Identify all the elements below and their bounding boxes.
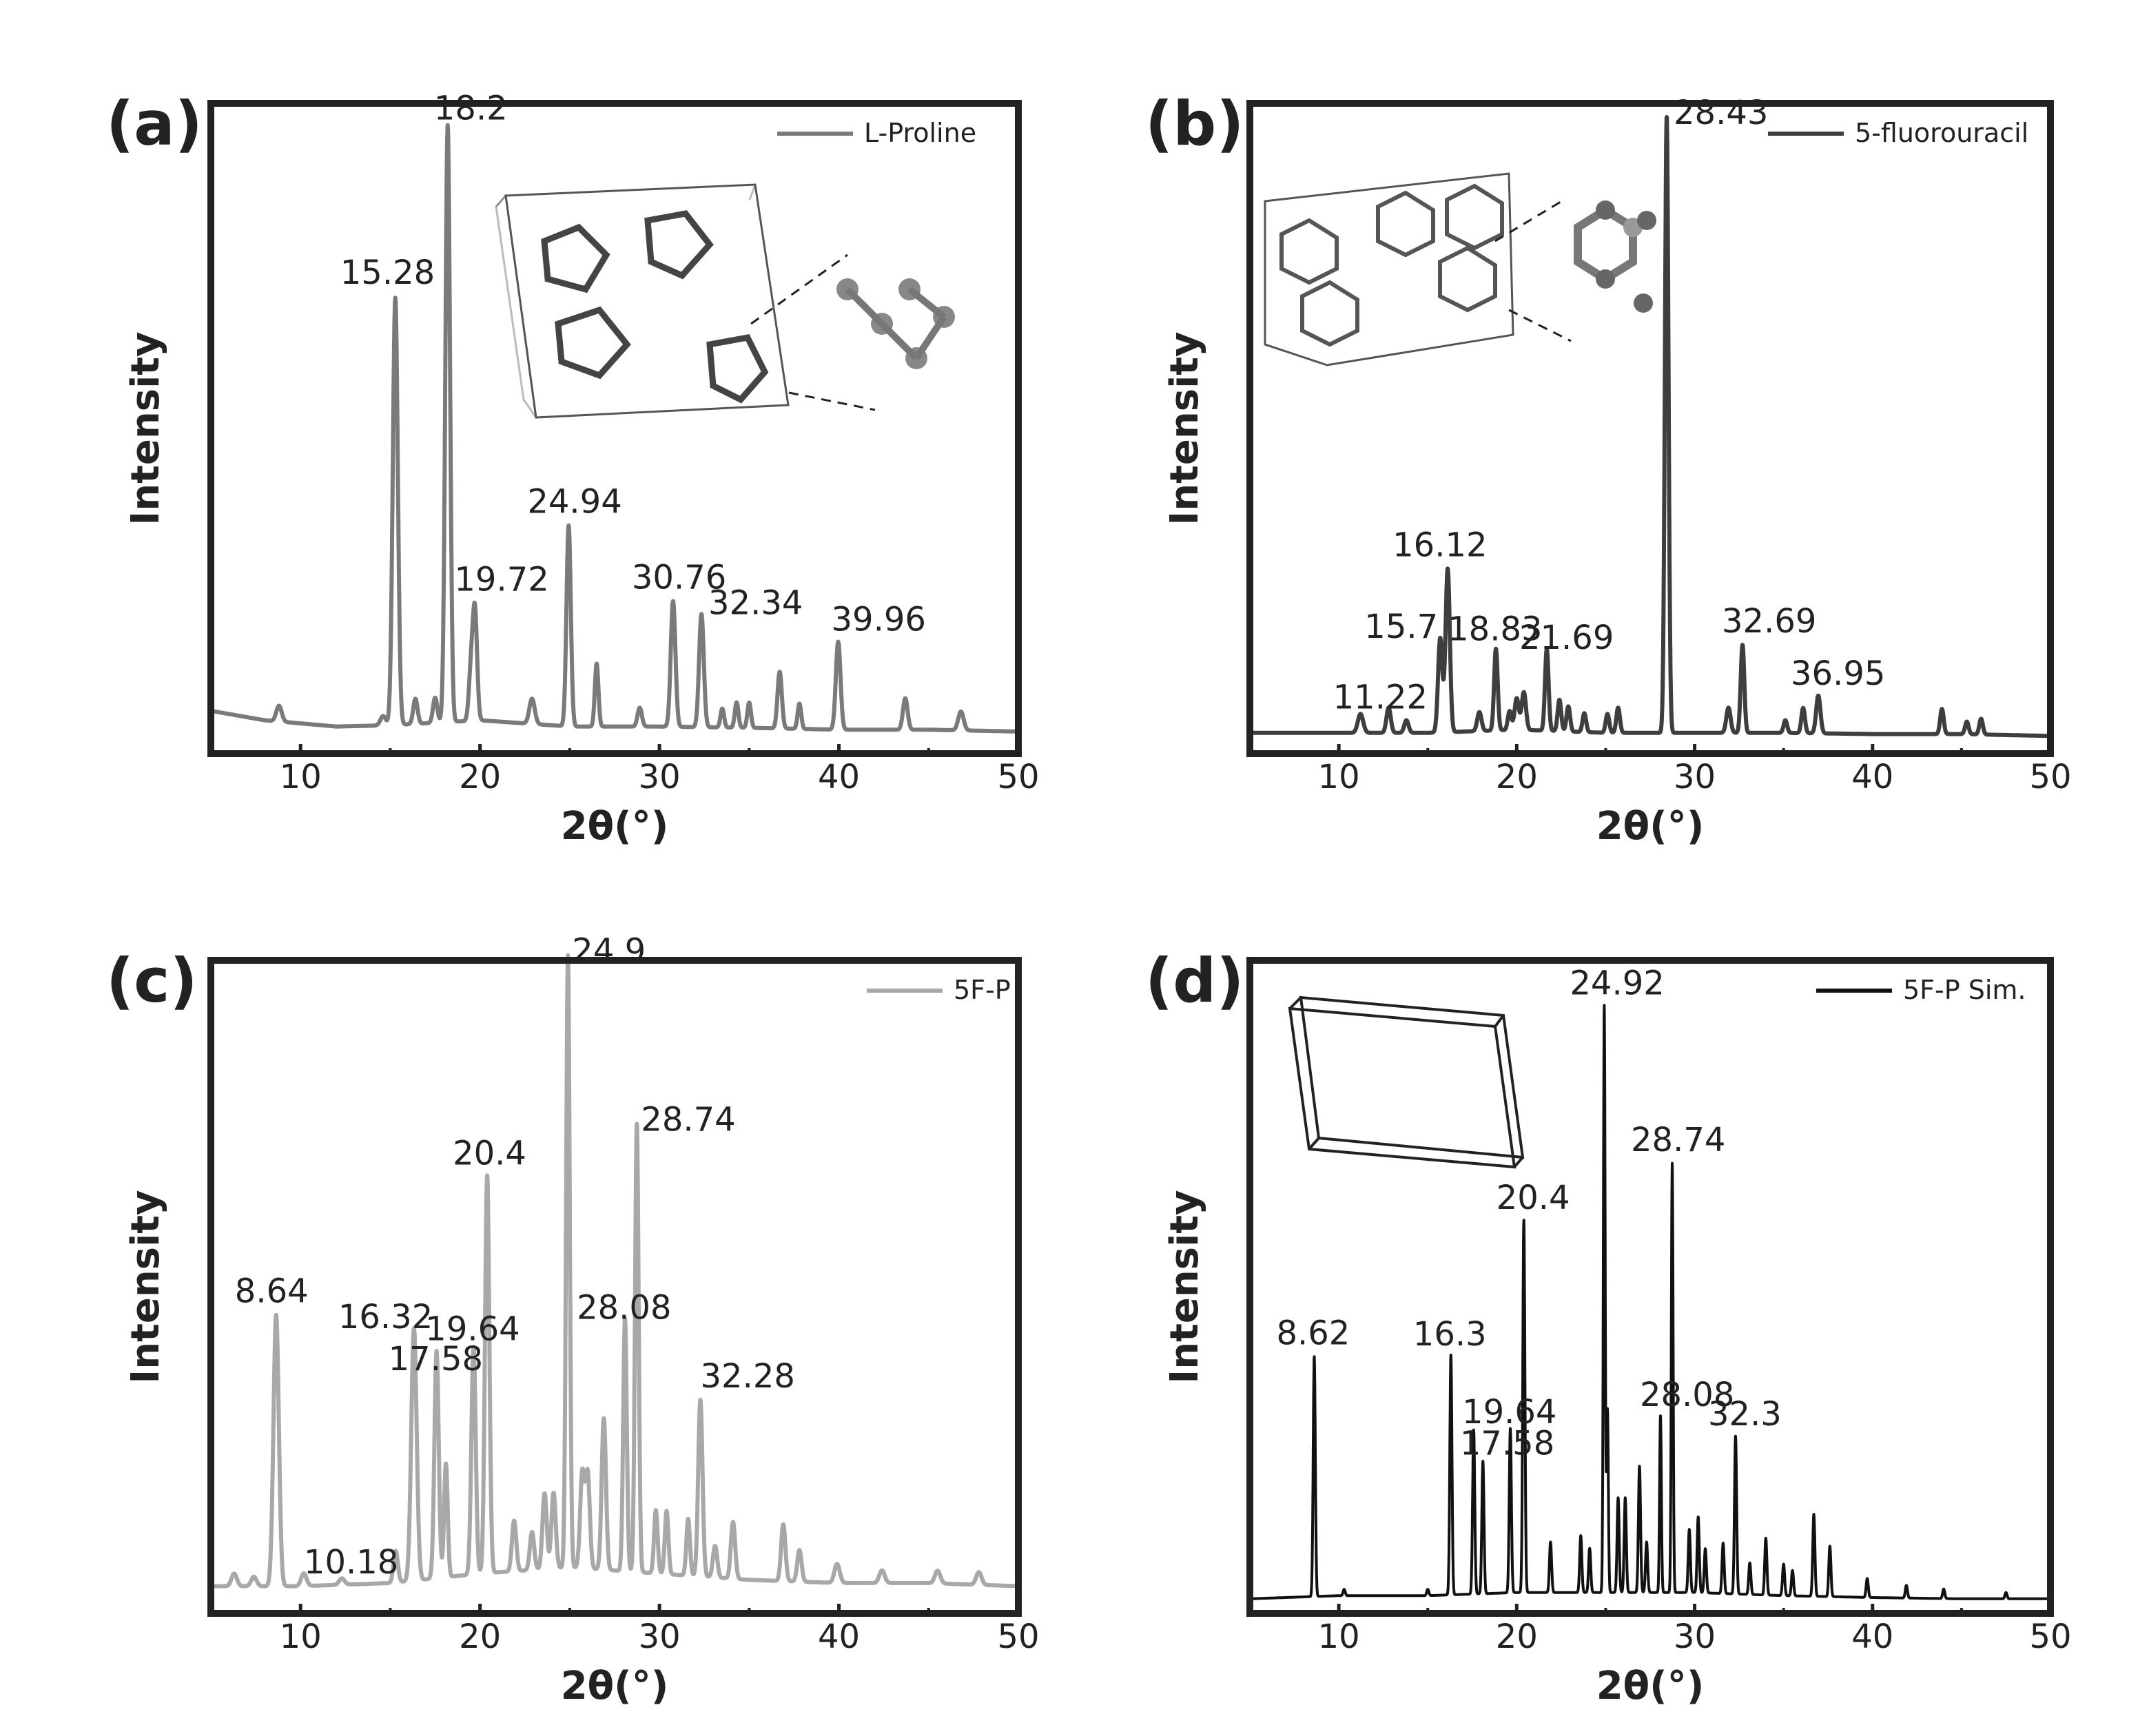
x-tick-label: 30 (639, 1618, 681, 1656)
x-tick-label: 40 (818, 1618, 860, 1656)
legend-label: 5-fluorouracil (1855, 118, 2028, 148)
plot-frame (207, 957, 1022, 1617)
peak-label: 20.4 (453, 1134, 526, 1172)
x-tick-label: 20 (459, 1618, 501, 1656)
peak-label: 30.76 (632, 559, 726, 597)
peak-label: 32.3 (1708, 1395, 1782, 1434)
series-line-0 (1248, 115, 2053, 738)
panel-d: (d) 10 20 30 40 50 2θ(°) Intensity 5F-P Sim. 8.62… (1145, 945, 2072, 1708)
x-tick-label: 50 (997, 758, 1039, 796)
peak-label: 11.22 (1333, 678, 1428, 716)
peak-label: 19.64 (425, 1310, 520, 1348)
peak-label: 15.28 (340, 254, 435, 292)
series-line-0 (209, 953, 1020, 1589)
peak-label: 36.95 (1791, 654, 1885, 693)
peak-label: 24.9 (572, 932, 646, 971)
panel-letter: (c) (106, 945, 198, 1016)
x-tick-label: 30 (639, 758, 681, 796)
x-tick-label: 10 (1318, 1618, 1360, 1656)
x-tick-label: 50 (2029, 758, 2071, 796)
peak-label: 16.12 (1392, 526, 1487, 564)
peak-label: 19.72 (454, 560, 548, 599)
peak-label: 32.34 (708, 583, 803, 622)
peak-label: 32.69 (1722, 602, 1816, 641)
y-axis-title: Intensity (1162, 1190, 1207, 1383)
peak-label: 17.58 (389, 1340, 483, 1378)
x-tick-label: 10 (280, 758, 322, 796)
y-axis-title: Intensity (1162, 331, 1207, 525)
x-tick-label: 40 (1851, 758, 1893, 796)
x-tick-label: 40 (1851, 1618, 1893, 1656)
x-tick-label: 50 (2029, 1618, 2071, 1656)
x-axis-title: 2θ(°) (1596, 804, 1705, 849)
peak-label: 17.58 (1460, 1425, 1554, 1463)
series-line-0 (1248, 1004, 2052, 1600)
x-tick-label: 30 (1674, 1618, 1716, 1656)
peak-label: 32.28 (700, 1357, 794, 1396)
peak-label: 28.74 (1631, 1121, 1725, 1159)
panel-b: (b) 10 20 30 40 50 2θ(°) Intensity 5-fluorouraci… (1145, 88, 2072, 849)
peak-label: 28.08 (577, 1288, 671, 1327)
peak-label: 15.7 (1364, 608, 1438, 646)
x-tick-label: 50 (997, 1618, 1039, 1656)
panel-c: (c) 10 20 30 40 50 2θ(°) Intensity 5F-P 8.64 10.18… (106, 932, 1040, 1708)
peak-label: 8.64 (235, 1272, 309, 1311)
x-tick-label: 20 (459, 758, 501, 796)
y-axis-title: Intensity (123, 1190, 168, 1383)
peak-label: 10.18 (304, 1543, 398, 1582)
x-tick-label: 20 (1496, 758, 1538, 796)
peak-label: 39.96 (832, 600, 926, 639)
peak-label: 24.94 (527, 483, 621, 521)
x-tick-label: 20 (1496, 1618, 1538, 1656)
peak-label: 8.62 (1276, 1314, 1350, 1352)
peak-label: 28.43 (1674, 94, 1768, 132)
peak-label: 28.74 (641, 1101, 735, 1139)
plot-frame (207, 100, 1022, 757)
legend-label: L-Proline (864, 118, 976, 148)
peak-label: 16.32 (338, 1298, 433, 1336)
legend-label: 5F-P Sim. (1903, 975, 2026, 1005)
x-tick-label: 40 (818, 758, 860, 796)
peak-label: 18.2 (434, 90, 508, 128)
peak-label: 19.64 (1462, 1393, 1556, 1432)
y-axis-title: Intensity (123, 331, 168, 525)
series-line-0 (209, 123, 1020, 734)
x-axis-title: 2θ(°) (1596, 1664, 1705, 1708)
panel-a: (a) 10 20 30 40 50 2θ(°) Intensity L-Proline 15.2… (106, 88, 1040, 849)
peak-label: 24.92 (1570, 964, 1664, 1002)
inset-structure-a (495, 183, 955, 419)
x-tick-label: 10 (1318, 758, 1360, 796)
peak-label: 21.69 (1519, 619, 1614, 657)
x-axis-title: 2θ(°) (561, 1664, 669, 1708)
plot-frame (1246, 957, 2054, 1617)
panel-letter: (a) (106, 88, 203, 159)
plot-frame (1246, 100, 2054, 757)
peak-label: 20.4 (1497, 1179, 1570, 1217)
x-tick-label: 10 (280, 1618, 322, 1656)
panel-letter: (d) (1145, 945, 1244, 1016)
peak-label: 16.3 (1413, 1315, 1487, 1354)
x-tick-label: 30 (1674, 758, 1716, 796)
legend-label: 5F-P (954, 975, 1011, 1005)
peak-label: 28.08 (1640, 1376, 1734, 1414)
inset-unit-cell-d (1288, 995, 1525, 1169)
peak-label: 18.83 (1448, 610, 1542, 649)
panel-letter: (b) (1145, 88, 1244, 159)
inset-structure-b (1264, 172, 1656, 366)
x-axis-title: 2θ(°) (561, 804, 669, 849)
